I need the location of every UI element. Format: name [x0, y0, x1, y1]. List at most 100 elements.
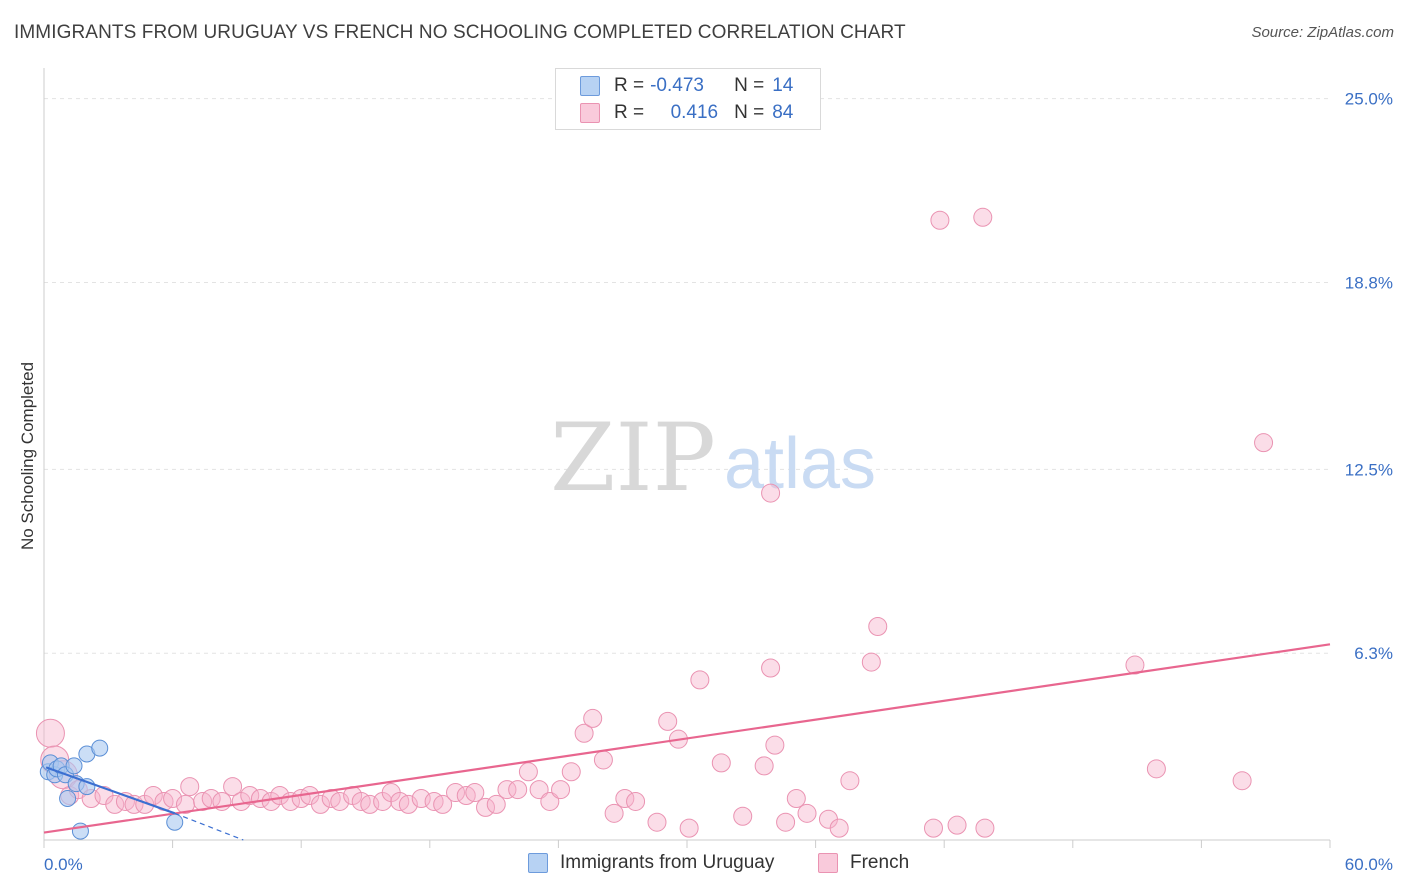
series-label-uruguay: Immigrants from Uruguay	[560, 852, 775, 873]
legend-r-value-french: 0.416	[670, 102, 719, 123]
legend-n-value-uruguay: 14	[772, 75, 794, 96]
french-point	[240, 786, 260, 806]
french-point	[923, 818, 943, 838]
french-point	[180, 777, 200, 797]
watermark-atlas: atlas	[724, 424, 876, 504]
french-point	[786, 788, 806, 808]
french-point	[797, 803, 817, 823]
french-point	[593, 750, 613, 770]
french-point	[930, 210, 950, 230]
french-point	[840, 771, 860, 791]
french-point	[508, 780, 528, 800]
french-point	[486, 794, 506, 814]
series-legend-uruguay[interactable]: Immigrants from Uruguay	[528, 852, 774, 874]
stats-legend: R = -0.473 N = 14 R = 0.416 N = 84	[555, 68, 821, 130]
french-point	[604, 803, 624, 823]
french-point	[497, 780, 517, 800]
chart-title: IMMIGRANTS FROM URUGUAY VS FRENCH NO SCH…	[14, 22, 906, 43]
y-tick-label: 6.3%	[1354, 644, 1393, 663]
series-legend-french[interactable]: French	[818, 852, 909, 874]
french-point	[647, 812, 667, 832]
french-point	[947, 815, 967, 835]
french-point	[105, 794, 125, 814]
uruguay-trend-line	[45, 766, 176, 815]
y-tick-label: 18.8%	[1345, 274, 1393, 293]
french-point	[446, 783, 466, 803]
watermark: ZIP atlas	[550, 404, 876, 513]
french-point	[754, 756, 774, 776]
french-point	[868, 617, 888, 637]
french-point	[561, 762, 581, 782]
french-point	[518, 762, 538, 782]
uruguay-point	[59, 789, 77, 807]
legend-n-value-french: 84	[772, 102, 794, 123]
legend-r-label: R =	[614, 75, 645, 96]
tick-labels: 6.3% 12.5% 18.8% 25.0% 0.0% 60.0%	[44, 90, 1393, 874]
french-point	[398, 794, 418, 814]
y-tick-label: 25.0%	[1345, 90, 1393, 109]
french-point	[433, 794, 453, 814]
grid-lines	[44, 98, 1330, 654]
french-point	[223, 777, 243, 797]
axes	[43, 68, 1331, 848]
french-point	[310, 794, 330, 814]
legend-row-uruguay: R = -0.473 N = 14	[580, 73, 793, 99]
uruguay-point	[91, 739, 109, 757]
french-point	[163, 788, 183, 808]
series-swatch-uruguay	[528, 853, 548, 873]
french-point	[973, 207, 993, 227]
french-point	[1254, 433, 1274, 453]
french-trend-line	[43, 643, 1331, 834]
french-point	[465, 783, 485, 803]
french-point	[1125, 655, 1145, 675]
french-point	[1232, 771, 1252, 791]
french-point	[861, 652, 881, 672]
y-tick-label: 12.5%	[1345, 460, 1393, 479]
french-point	[330, 791, 350, 811]
uruguay-point	[65, 757, 83, 775]
french-point	[476, 797, 496, 817]
french-point	[529, 780, 549, 800]
french-point	[690, 670, 710, 690]
french-point	[679, 818, 699, 838]
french-point	[583, 708, 603, 728]
legend-n-label: N =	[734, 75, 765, 96]
french-point	[360, 794, 380, 814]
french-point	[574, 723, 594, 743]
legend-r-value-uruguay: -0.473	[650, 75, 704, 96]
legend-n-label: N =	[734, 102, 765, 123]
french-point	[411, 788, 431, 808]
french-point	[540, 791, 560, 811]
french-point	[711, 753, 731, 773]
french-point	[1146, 759, 1166, 779]
trend-lines	[43, 643, 1331, 841]
watermark-zip: ZIP	[550, 404, 716, 513]
french-point	[733, 806, 753, 826]
x-tick-label: 60.0%	[1345, 855, 1393, 874]
source-label: Source: ZipAtlas.com	[1251, 24, 1394, 41]
french-point	[761, 483, 781, 503]
uruguay-trend-extension	[174, 812, 244, 841]
y-axis-label: No Schooling Completed	[18, 361, 37, 551]
french-point	[35, 718, 65, 748]
french-point	[551, 780, 571, 800]
french-point	[829, 818, 849, 838]
french-point	[615, 788, 635, 808]
uruguay-point	[166, 813, 184, 831]
french-point	[658, 711, 678, 731]
french-point	[761, 658, 781, 678]
legend-row-french: R = 0.416 N = 84	[580, 100, 793, 126]
french-point	[270, 786, 290, 806]
legend-r-label: R =	[614, 102, 645, 123]
series-label-french: French	[850, 852, 910, 873]
legend-swatch-french	[580, 103, 600, 123]
x-tick-label: 0.0%	[44, 855, 83, 874]
series-swatch-french	[818, 853, 838, 873]
french-point	[765, 735, 785, 755]
series-legend: Immigrants from Uruguay French	[0, 852, 1406, 878]
french-point	[975, 818, 995, 838]
french-point	[626, 791, 646, 811]
legend-swatch-uruguay	[580, 76, 600, 96]
french-point	[776, 812, 796, 832]
